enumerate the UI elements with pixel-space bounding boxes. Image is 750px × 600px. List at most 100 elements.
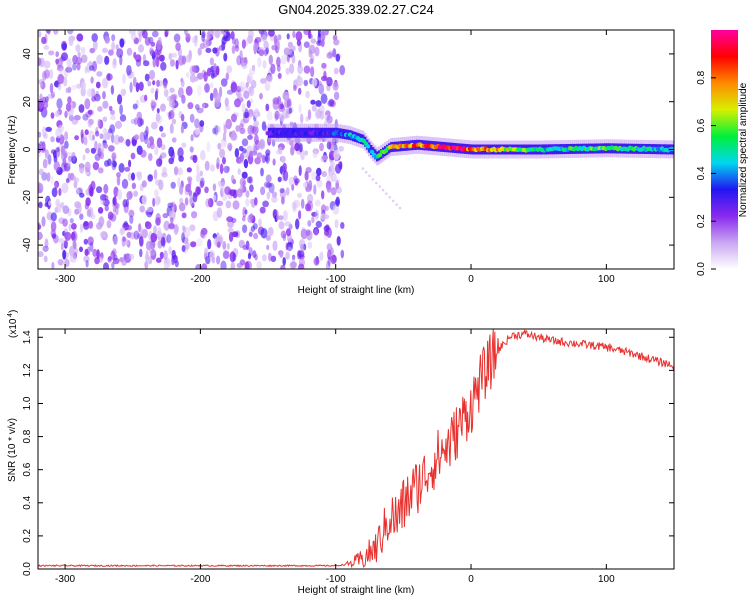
y-tick-label: 1.0 [22, 396, 33, 410]
heatmap-cell [248, 86, 253, 94]
heatmap-cell [163, 220, 170, 231]
heatmap-cell [328, 171, 333, 177]
heatmap-cell [90, 213, 96, 220]
heatmap-cell [103, 143, 108, 149]
heatmap-cell [96, 71, 103, 77]
heatmap-cell [388, 196, 392, 199]
heatmap-cell [305, 229, 311, 237]
heatmap-cell [259, 92, 263, 100]
heatmap-cell [333, 67, 339, 75]
heatmap-cell [271, 191, 278, 198]
heatmap-cell [80, 46, 86, 55]
heatmap-cell [72, 247, 79, 256]
heatmap-cell [254, 197, 258, 206]
heatmap-cell [245, 198, 250, 207]
heatmap-cell [117, 189, 123, 200]
heatmap-cell [305, 116, 309, 122]
heatmap-cell [133, 134, 140, 141]
heatmap-cell [296, 76, 303, 87]
heatmap-cell [199, 120, 205, 127]
heatmap-cell [141, 194, 148, 206]
heatmap-cell [153, 225, 157, 234]
heatmap-cell [170, 93, 178, 100]
heatmap-cell [81, 81, 87, 90]
heatmap-cell [97, 118, 101, 129]
heatmap-cell [303, 182, 308, 188]
heatmap-cell [132, 76, 137, 88]
heatmap-cell [171, 52, 178, 58]
heatmap-cell [145, 250, 149, 261]
x-tick-label: 100 [598, 274, 615, 285]
colorbar-tick-label: 0.8 [696, 70, 707, 84]
heatmap-cell [144, 94, 148, 102]
heatmap-cell [196, 172, 201, 183]
heatmap-cell [117, 136, 124, 143]
heatmap-cell [88, 130, 95, 142]
heatmap-cell [90, 147, 96, 154]
heatmap-cell [288, 223, 293, 230]
heatmap-cell [282, 210, 288, 222]
heatmap-cell [270, 255, 277, 262]
heatmap-cell [281, 155, 286, 164]
heatmap-cell [103, 262, 109, 269]
heatmap-cell [216, 157, 220, 168]
heatmap-cell [79, 213, 84, 220]
heatmap-cell [50, 221, 57, 232]
heatmap-cell [311, 216, 315, 223]
heatmap-cell [137, 30, 143, 37]
heatmap-cell [115, 202, 120, 209]
heatmap-cell [51, 233, 57, 239]
heatmap-cell [49, 83, 54, 94]
heatmap-cell [281, 108, 289, 120]
heatmap-cell [82, 133, 88, 145]
heatmap-cell [136, 111, 143, 121]
heatmap-cell [272, 99, 280, 110]
heatmap-cell [280, 264, 286, 269]
heatmap-cell [261, 34, 268, 43]
heatmap-cell [248, 231, 253, 237]
heatmap-cell [45, 30, 51, 34]
heatmap-cell [294, 143, 300, 152]
heatmap-cell [310, 38, 317, 44]
heatmap-cell [276, 64, 281, 72]
heatmap-cell [108, 145, 115, 152]
heatmap-cell [43, 60, 51, 69]
heatmap-cell [378, 185, 382, 188]
heatmap-cell [293, 199, 301, 208]
spectrogram-trace [265, 123, 674, 210]
heatmap-cell [245, 190, 250, 198]
heatmap-cell [100, 231, 107, 239]
heatmap-cell [103, 183, 109, 194]
heatmap-cell [320, 38, 325, 48]
heatmap-cell [133, 190, 138, 197]
heatmap-cell [335, 53, 341, 62]
heatmap-cell [48, 50, 55, 56]
heatmap-cell [166, 234, 172, 244]
heatmap-cell [87, 236, 94, 246]
heatmap-cell [338, 145, 345, 152]
x-tick-label: -200 [190, 574, 210, 585]
heatmap-cell [45, 96, 49, 103]
heatmap-cell [196, 163, 200, 175]
heatmap-cell [133, 230, 140, 240]
heatmap-cell [326, 141, 332, 150]
heatmap-cell [230, 31, 235, 40]
heatmap-cell [335, 196, 341, 207]
heatmap-cell [170, 59, 175, 67]
heatmap-cell [242, 206, 247, 218]
heatmap-cell [119, 38, 125, 48]
heatmap-cell [206, 67, 212, 77]
heatmap-cell [253, 232, 259, 240]
heatmap-cell [237, 168, 241, 175]
heatmap-cell [84, 248, 89, 256]
heatmap-cell [65, 102, 72, 112]
heatmap-cell [270, 63, 276, 74]
heatmap-cell [112, 257, 120, 265]
heatmap-cell [84, 98, 91, 110]
heatmap-cell [104, 160, 110, 167]
heatmap-cell [234, 38, 239, 49]
heatmap-cell [96, 54, 103, 65]
heatmap-cell [72, 241, 77, 250]
heatmap-cell [261, 121, 267, 131]
heatmap-cell [141, 228, 148, 239]
